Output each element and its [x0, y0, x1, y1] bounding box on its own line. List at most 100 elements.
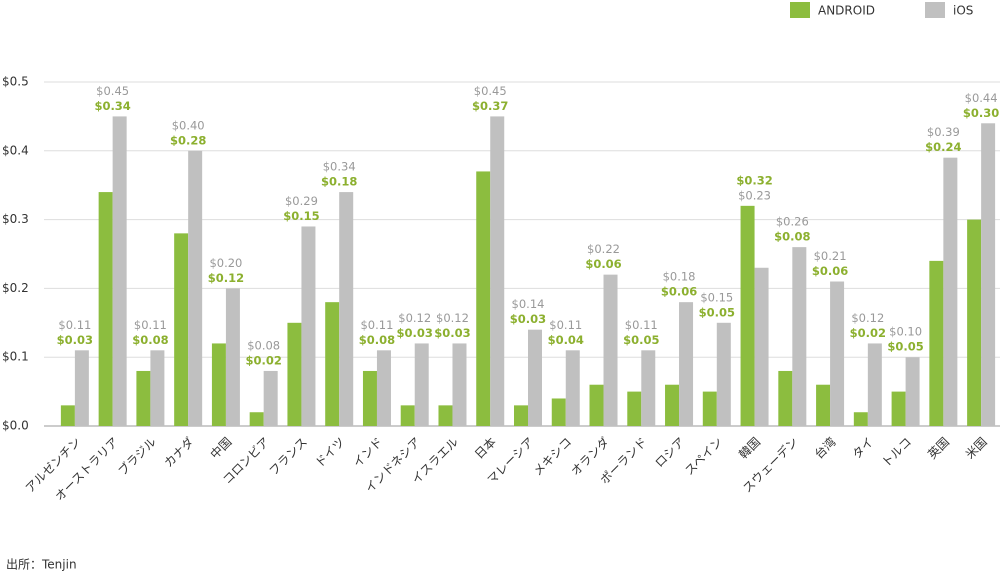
bar: [853, 412, 868, 426]
bar: [74, 350, 89, 426]
bar: [702, 391, 717, 426]
bar: [136, 370, 151, 426]
bar: [792, 247, 807, 426]
bar: [287, 322, 302, 426]
legend-swatch: [925, 2, 945, 18]
value-label: $0.12: [851, 311, 884, 325]
bar: [362, 370, 377, 426]
value-label: $0.10: [889, 325, 922, 339]
y-tick-label: $0.5: [2, 75, 29, 89]
value-label: $0.26: [776, 215, 809, 229]
bar: [867, 343, 882, 426]
bar: [188, 150, 203, 427]
bar: [339, 192, 354, 426]
value-label: $0.44: [965, 91, 998, 105]
value-label: $0.23: [738, 188, 771, 202]
value-label: $0.06: [585, 257, 621, 271]
bar: [679, 302, 694, 426]
value-label: $0.12: [398, 311, 431, 325]
bar: [816, 384, 831, 426]
value-label: $0.03: [434, 326, 470, 340]
x-tick-label: 米国: [963, 435, 990, 462]
legend-swatch: [790, 2, 810, 18]
x-tick-label: フランス: [266, 435, 310, 479]
value-label: $0.32: [736, 173, 772, 187]
value-label: $0.05: [623, 333, 659, 347]
value-label: $0.02: [850, 326, 886, 340]
value-label: $0.20: [209, 256, 242, 270]
bar: [641, 350, 656, 426]
x-tick-label: 英国: [925, 435, 952, 462]
value-label: $0.28: [170, 133, 206, 147]
value-label: $0.11: [549, 318, 582, 332]
bar: [830, 281, 845, 426]
value-label: $0.45: [474, 84, 507, 98]
value-label: $0.18: [321, 175, 357, 189]
value-label: $0.15: [283, 209, 319, 223]
bar: [929, 260, 944, 426]
y-tick-label: $0.2: [2, 281, 29, 295]
y-tick-label: $0.0: [2, 419, 29, 433]
x-tick-label: スペイン: [682, 435, 725, 478]
value-label: $0.34: [323, 160, 356, 174]
x-tick-label: メキシコ: [531, 435, 575, 479]
bar: [778, 370, 793, 426]
bar: [565, 350, 580, 426]
bar: [476, 171, 491, 426]
bar: [414, 343, 429, 426]
bar: [60, 405, 75, 426]
value-label: $0.34: [94, 99, 130, 113]
x-tick-label: 日本: [472, 435, 499, 462]
bar: [376, 350, 391, 426]
bar: [891, 391, 906, 426]
value-label: $0.05: [699, 305, 735, 319]
bar: [603, 274, 618, 426]
value-label: $0.04: [548, 333, 584, 347]
x-tick-label: トルコ: [879, 435, 914, 470]
x-tick-label: ロシア: [652, 435, 687, 470]
value-label: $0.40: [172, 118, 205, 132]
value-label: $0.11: [134, 318, 167, 332]
x-tick-label: 韓国: [736, 435, 763, 462]
x-tick-label: ドイツ: [312, 435, 347, 470]
value-label: $0.24: [925, 140, 961, 154]
x-tick-label: 台湾: [811, 434, 839, 462]
bar: [225, 288, 240, 426]
x-tick-label: 中国: [207, 434, 235, 462]
value-label: $0.45: [96, 84, 129, 98]
value-label: $0.11: [58, 318, 91, 332]
bar: [452, 343, 467, 426]
value-label: $0.06: [812, 264, 848, 278]
value-label: $0.08: [774, 230, 810, 244]
value-label: $0.08: [132, 333, 168, 347]
value-label: $0.22: [587, 242, 620, 256]
bar: [981, 123, 996, 426]
bar: [514, 405, 528, 426]
bar: [249, 412, 264, 426]
bar: [112, 116, 127, 427]
bar: [716, 322, 731, 426]
legend-label: ANDROID: [818, 4, 875, 18]
bar: [301, 226, 316, 426]
value-label: $0.12: [436, 311, 469, 325]
bar: [589, 384, 604, 426]
bar: [943, 157, 958, 426]
value-label: $0.21: [814, 249, 847, 263]
bar: [400, 405, 415, 426]
x-tick-label: ブラジル: [115, 434, 159, 478]
bar: [490, 116, 505, 427]
y-tick-label: $0.1: [2, 350, 29, 364]
bar: [754, 267, 769, 426]
bar: [438, 405, 453, 426]
bar: [325, 302, 340, 426]
bar: [211, 343, 226, 426]
value-label: $0.11: [625, 318, 658, 332]
bar: [665, 384, 680, 426]
bar: [740, 205, 755, 426]
source: 出所：Tenjin: [6, 558, 77, 572]
value-label: $0.05: [887, 340, 923, 354]
bar: [150, 350, 165, 426]
value-label: $0.03: [57, 333, 93, 347]
x-tick-label: インド: [350, 435, 385, 470]
